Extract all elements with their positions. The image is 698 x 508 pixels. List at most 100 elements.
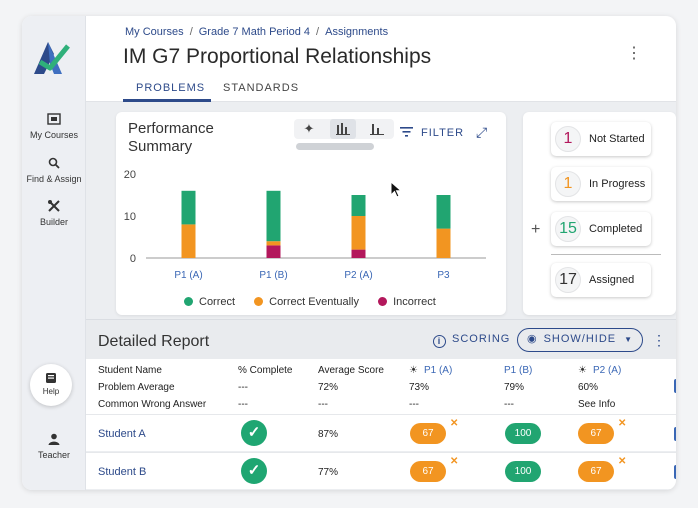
student-name-link[interactable]: Student B: [98, 466, 147, 478]
help-button[interactable]: Help: [30, 364, 72, 406]
x-tick-label: P1 (B): [259, 270, 287, 281]
horizontal-scroll-edge[interactable]: [674, 379, 676, 393]
bar-segment-correct: [181, 190, 196, 225]
mouse-cursor-icon: [390, 181, 402, 198]
filter-button[interactable]: FILTER: [400, 127, 464, 139]
p1b-wrong: ---: [504, 399, 514, 410]
col-header-p1a[interactable]: ☀ P1 (A): [409, 365, 452, 376]
percent-complete-wrong: ---: [238, 399, 248, 410]
filter-label: FILTER: [421, 127, 465, 139]
x-tick-label: P2 (A): [344, 270, 372, 281]
sidebar-item-builder[interactable]: Builder: [22, 199, 86, 227]
caret-down-icon: ▼: [624, 335, 634, 344]
breadcrumb-assignments[interactable]: Assignments: [325, 26, 389, 38]
sidebar: My Courses Find & Assign Builder Help: [22, 16, 86, 490]
legend-dot: [254, 297, 264, 306]
x-tick-label: P3: [437, 270, 450, 281]
expand-icon[interactable]: ⤢: [476, 124, 488, 140]
score-pill[interactable]: 67: [410, 423, 446, 444]
status-in-progress[interactable]: 1 In Progress: [551, 167, 651, 201]
lightbulb-icon: ☀: [578, 365, 587, 376]
problem-name: P1 (B): [504, 365, 533, 376]
status-not-started[interactable]: 1 Not Started: [551, 122, 651, 156]
table-row: Student A ✓ 87% 67 ✕ 100 67 ✕: [86, 414, 676, 451]
sidebar-item-label: Find & Assign: [26, 174, 82, 184]
show-hide-dropdown[interactable]: ◉ SHOW/HIDE ▼: [517, 328, 643, 352]
app-window: My Courses Find & Assign Builder Help: [22, 16, 676, 490]
score-pill[interactable]: 67: [578, 423, 614, 444]
breadcrumb-course[interactable]: Grade 7 Math Period 4: [198, 26, 311, 38]
status-label: Assigned: [589, 274, 635, 286]
p1a-average: 73%: [409, 382, 430, 393]
col-header-percent-complete[interactable]: % Complete: [238, 365, 293, 376]
score-pill[interactable]: 67: [410, 461, 446, 482]
average-score-average: 72%: [318, 382, 339, 393]
p1b-average: 79%: [504, 382, 525, 393]
row-label-student-name: Student Name: [98, 365, 162, 376]
score-pill[interactable]: 67: [578, 461, 614, 482]
teacher-account[interactable]: Teacher: [22, 432, 86, 460]
student-average-score: 87%: [318, 429, 339, 440]
problem-name: P2 (A): [592, 365, 622, 376]
sidebar-item-label: My Courses: [29, 130, 78, 140]
incorrect-x-icon: ✕: [450, 456, 459, 467]
legend-incorrect: Incorrect: [378, 296, 436, 308]
legend-dot: [184, 297, 193, 306]
col-header-average-score[interactable]: Average Score: [318, 365, 384, 376]
status-completed[interactable]: 15 Completed: [551, 212, 651, 246]
x-tick-label: P1 (A): [174, 270, 202, 281]
score-pill[interactable]: 100: [505, 423, 541, 444]
legend-correct-eventually: Correct Eventually: [254, 296, 359, 308]
toolbar-scrollbar[interactable]: [296, 143, 374, 150]
p1a-wrong: ---: [409, 399, 419, 410]
report-table-header: Student Name Problem Average Common Wron…: [86, 359, 676, 414]
status-count: 15: [555, 216, 581, 242]
sidebar-item-find-assign[interactable]: Find & Assign: [22, 156, 86, 184]
bar-chart-icon[interactable]: [364, 119, 390, 139]
builder-icon: [48, 200, 60, 212]
row-label-problem-average: Problem Average: [98, 382, 175, 393]
legend-correct: Correct: [184, 296, 235, 308]
breadcrumb: My Courses / Grade 7 Math Period 4 / Assignm…: [125, 26, 388, 38]
detailed-report-header: Detailed Report i SCORING ◉ SHOW/HIDE ▼ ⋮: [86, 319, 676, 359]
report-more-options-icon[interactable]: ⋮: [652, 332, 666, 348]
sparkle-icon[interactable]: ✦: [303, 121, 315, 136]
help-label: Help: [42, 387, 60, 396]
chart-legend: Correct Correct Eventually Incorrect: [184, 296, 452, 308]
student-name-link[interactable]: Student A: [98, 428, 146, 440]
y-tick-label: 0: [130, 253, 136, 265]
status-assigned[interactable]: 17 Assigned: [551, 263, 651, 297]
status-summary-card: 1 Not Started 1 In Progress + 15 Complet…: [523, 112, 676, 315]
bar-segment-correct-eventually: [351, 216, 366, 250]
bar-segment-correct: [351, 195, 366, 216]
col-header-p1b[interactable]: P1 (B): [504, 365, 532, 376]
tab-standards[interactable]: STANDARDS: [223, 82, 300, 94]
breadcrumb-my-courses[interactable]: My Courses: [125, 26, 184, 38]
status-count: 1: [555, 126, 581, 152]
problem-name: P1 (A): [423, 365, 453, 376]
scoring-label: SCORING: [452, 333, 511, 345]
breadcrumb-separator: /: [189, 26, 193, 38]
p2a-average: 60%: [578, 382, 599, 393]
col-header-p2a[interactable]: ☀ P2 (A): [578, 365, 621, 376]
show-hide-label: SHOW/HIDE: [543, 333, 617, 345]
stacked-bar-icon[interactable]: [330, 119, 356, 139]
performance-summary-title: Performance Summary: [128, 120, 214, 155]
bar-segment-correct-eventually: [181, 224, 196, 258]
tab-problems[interactable]: PROBLEMS: [136, 82, 206, 94]
sidebar-item-my-courses[interactable]: My Courses: [22, 112, 86, 140]
more-options-icon[interactable]: ⋮: [626, 45, 642, 62]
filter-icon: [400, 127, 413, 137]
incorrect-x-icon: ✕: [618, 418, 627, 429]
complete-check-icon: ✓: [241, 420, 267, 446]
scoring-button[interactable]: i SCORING: [433, 333, 510, 348]
chart-view-toolbar: ✦: [294, 119, 394, 139]
bar-segment-incorrect: [351, 249, 366, 258]
status-count: 1: [555, 171, 581, 197]
incorrect-x-icon: ✕: [450, 418, 459, 429]
active-tab-indicator: [123, 99, 211, 102]
p2a-wrong[interactable]: See Info: [578, 399, 616, 410]
status-label: In Progress: [589, 178, 646, 190]
score-pill[interactable]: 100: [505, 461, 541, 482]
status-label: Not Started: [589, 133, 645, 145]
